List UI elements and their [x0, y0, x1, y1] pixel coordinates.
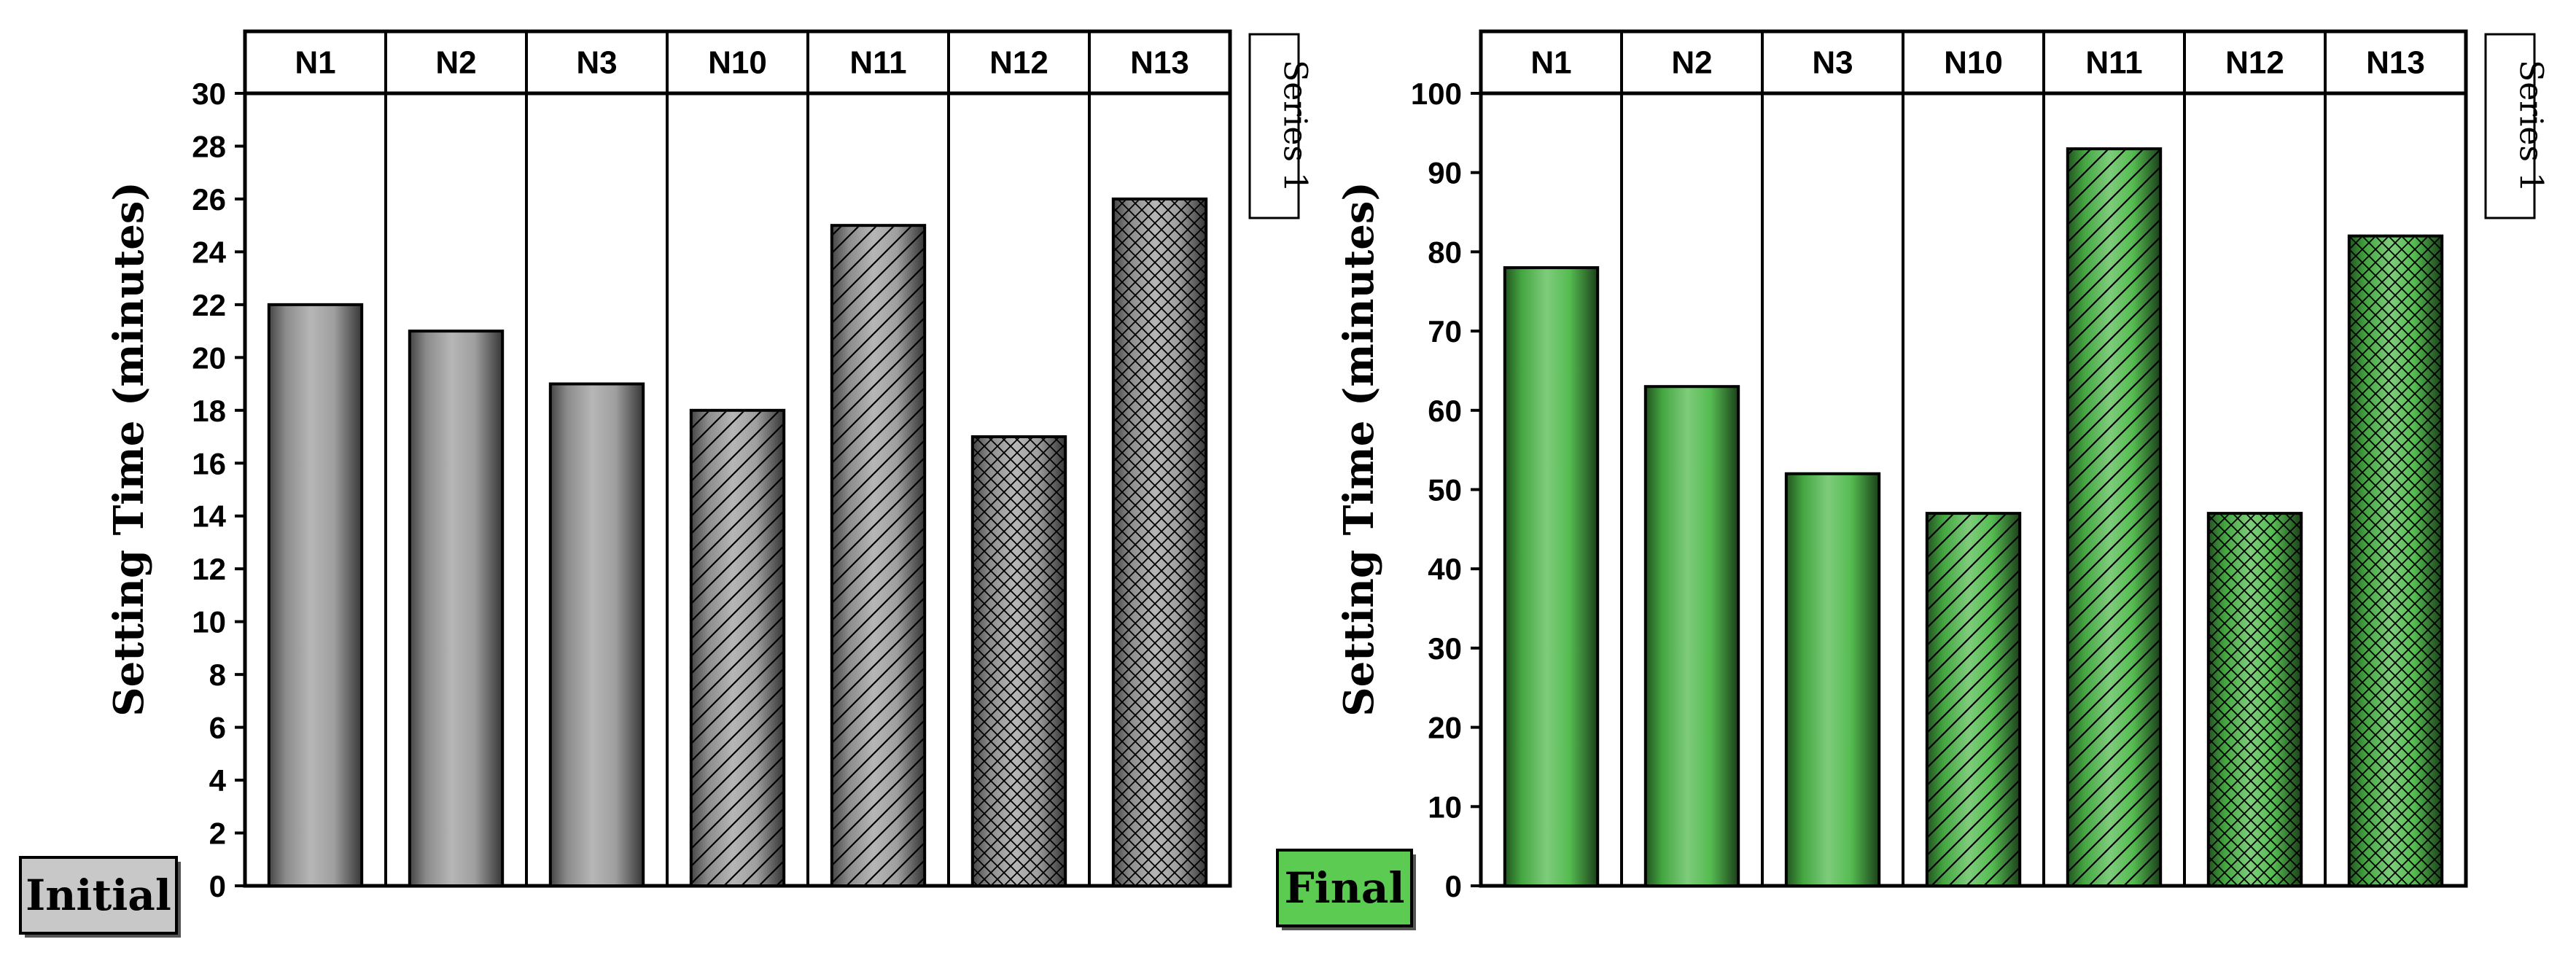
category-label: N2: [435, 45, 476, 81]
bar-n3: [1784, 472, 1881, 887]
y-tick-label: 70: [1428, 314, 1462, 348]
y-tick-label: 2: [209, 817, 226, 851]
y-tick-label: 10: [1428, 790, 1462, 824]
y-tick-label: 4: [209, 763, 227, 798]
panel-label-box: [1276, 849, 1413, 927]
category-label: N1: [1530, 45, 1571, 81]
y-tick-label: 28: [192, 129, 226, 163]
legend-box: [2484, 33, 2536, 219]
y-tick-label: 30: [1428, 631, 1462, 666]
y-tick-label: 10: [192, 605, 226, 639]
y-tick-label: 18: [192, 394, 226, 428]
bar-n1: [267, 303, 364, 888]
chart-panel-2: N1 N2 N3 N10 N11 N12 N13 0 10 20 30 40 50 60 70 80 90 100…: [1276, 29, 2550, 930]
y-tick-label: 20: [1428, 711, 1462, 745]
y-tick-label: 20: [192, 340, 226, 375]
chart-panel-1: N1 N2 N3 N10 N11 N12 N130246810121416182022242…: [19, 29, 1314, 938]
y-tick-label: 80: [1428, 235, 1462, 269]
bar-n3: [548, 382, 645, 887]
bar-pattern-n13: [1114, 200, 1205, 884]
bar-pattern-n13: [2350, 237, 2441, 884]
category-label: N2: [1671, 45, 1712, 81]
category-label: N1: [295, 45, 335, 81]
bar-pattern-n12: [2209, 515, 2300, 884]
legend-series-label: Series 1: [1277, 60, 1314, 192]
category-label: N13: [2366, 45, 2425, 81]
y-tick-label: 40: [1428, 552, 1462, 586]
bar-pattern-n12: [973, 438, 1065, 884]
y-tick-label: 12: [192, 552, 226, 586]
panel-label: Final: [1285, 863, 1405, 913]
y-tick-label: 0: [1445, 869, 1462, 903]
y-axis-title: Setting Time (minutes): [1335, 182, 1383, 717]
y-axis-title: Setting Time (minutes): [105, 182, 153, 717]
bar-n2: [1643, 385, 1740, 887]
y-tick-label: 24: [192, 235, 226, 269]
y-tick-label: 90: [1428, 156, 1462, 190]
panel-label-box: [19, 856, 178, 935]
category-label: N3: [576, 45, 617, 81]
y-tick-label: 60: [1428, 394, 1462, 428]
bar-pattern-n10: [692, 411, 783, 884]
y-tick-label: 50: [1428, 473, 1462, 507]
y-tick-label: 14: [192, 499, 226, 534]
category-label: N12: [989, 45, 1048, 81]
category-label: N10: [1944, 45, 2003, 81]
bar-pattern-n11: [833, 227, 924, 885]
category-label: N13: [1130, 45, 1189, 81]
y-tick-label: 26: [192, 182, 226, 217]
y-tick-label: 16: [192, 446, 226, 480]
legend-series-label: Series 1: [2513, 60, 2550, 192]
y-tick-label: 8: [209, 658, 226, 692]
bar-pattern-n10: [1928, 515, 2019, 884]
y-tick-label: 100: [1411, 77, 1462, 111]
category-label: N3: [1812, 45, 1853, 81]
bar-n2: [408, 330, 505, 888]
category-label: N11: [849, 45, 906, 81]
y-tick-label: 6: [209, 711, 226, 745]
legend-box: [1248, 33, 1300, 219]
category-label: N10: [708, 45, 767, 81]
category-label: N11: [2085, 45, 2142, 81]
y-tick-label: 22: [192, 288, 226, 322]
y-tick-label: 0: [209, 869, 226, 903]
bar-pattern-n11: [2069, 150, 2160, 885]
category-label: N12: [2225, 45, 2284, 81]
y-tick-label: 30: [192, 77, 226, 111]
panel-label: Initial: [26, 871, 171, 920]
bar-n1: [1503, 266, 1600, 887]
